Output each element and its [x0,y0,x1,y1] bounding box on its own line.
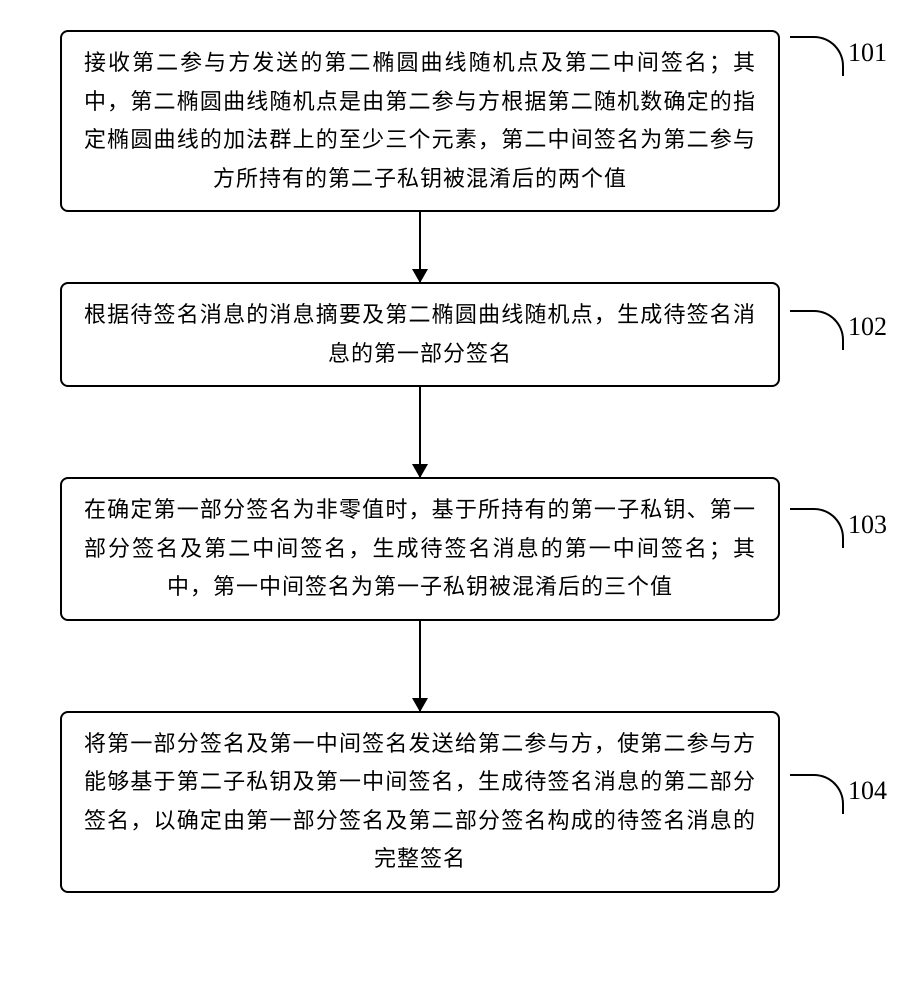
flow-node-2: 根据待签名消息的消息摘要及第二椭圆曲线随机点，生成待签名消息的第一部分签名 [60,282,780,387]
flowchart-container: 接收第二参与方发送的第二椭圆曲线随机点及第二中间签名；其中，第二椭圆曲线随机点是… [50,30,790,893]
label-connector-4 [790,774,844,814]
node-text: 在确定第一部分签名为非零值时，基于所持有的第一子私钥、第一部分签名及第二中间签名… [84,497,756,599]
node-text: 接收第二参与方发送的第二椭圆曲线随机点及第二中间签名；其中，第二椭圆曲线随机点是… [84,50,756,191]
flow-node-4: 将第一部分签名及第一中间签名发送给第二参与方，使第二参与方能够基于第二子私钥及第… [60,711,780,893]
node-text: 将第一部分签名及第一中间签名发送给第二参与方，使第二参与方能够基于第二子私钥及第… [84,731,756,872]
flow-node-1: 接收第二参与方发送的第二椭圆曲线随机点及第二中间签名；其中，第二椭圆曲线随机点是… [60,30,780,212]
step-label-1: 101 [848,38,887,68]
label-connector-1 [790,36,844,76]
label-connector-3 [790,508,844,548]
node-text: 根据待签名消息的消息摘要及第二椭圆曲线随机点，生成待签名消息的第一部分签名 [84,302,756,366]
flow-arrow-2 [419,387,421,477]
label-connector-2 [790,310,844,350]
flow-arrow-1 [419,212,421,282]
flow-arrow-3 [419,621,421,711]
step-label-2: 102 [848,312,887,342]
flow-node-3: 在确定第一部分签名为非零值时，基于所持有的第一子私钥、第一部分签名及第二中间签名… [60,477,780,621]
step-label-3: 103 [848,510,887,540]
step-label-4: 104 [848,776,887,806]
